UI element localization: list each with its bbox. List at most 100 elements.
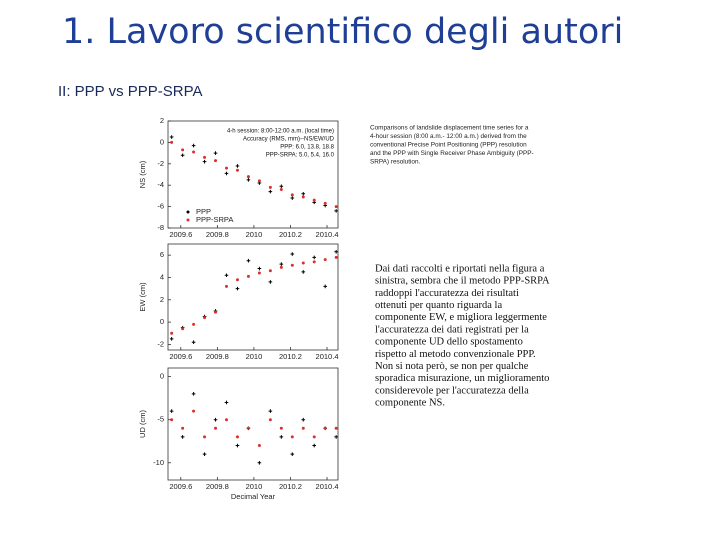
data-point: [224, 400, 229, 405]
data-point: [290, 193, 294, 197]
data-point: [334, 255, 338, 259]
data-point: [279, 184, 284, 189]
data-point: [279, 187, 283, 191]
slide-title: 1. Lavoro scientifico degli autori: [62, 12, 624, 52]
data-point: [169, 409, 174, 413]
comment-text: componente EW, e migliora leggermente: [375, 312, 547, 323]
y-tick-label: -2: [157, 159, 164, 168]
data-point: [301, 426, 305, 430]
data-point: [257, 266, 262, 271]
data-point: [279, 426, 283, 430]
data-point: [257, 444, 261, 448]
comment-text: Non si nota però, se non per qualche: [375, 361, 529, 372]
plot-frame: [167, 243, 339, 351]
data-point: [235, 164, 240, 168]
data-point: [257, 460, 262, 465]
data-point: [235, 278, 239, 282]
data-point: [246, 258, 251, 263]
x-tick-label: 2009.8: [206, 230, 229, 239]
y-tick-label: 2: [160, 295, 164, 304]
data-point: [301, 261, 305, 265]
comment-text: raddoppi l'accuratezza dei risultati: [375, 288, 519, 299]
data-point: [213, 151, 218, 155]
y-tick-label: -6: [157, 202, 164, 211]
x-tick-label: 2010.4: [316, 352, 339, 361]
data-point: [246, 274, 250, 278]
data-point: [290, 452, 295, 456]
y-axis-label: UD (cm): [138, 410, 147, 438]
data-point: [301, 191, 306, 196]
data-point: [202, 452, 207, 456]
data-point: [257, 271, 261, 275]
y-tick-label: -4: [157, 180, 164, 189]
panel-annotation: Accuracy (RMS, mm)--NS/EW/UD: [243, 137, 335, 143]
data-point: [334, 426, 338, 430]
data-point: [246, 175, 250, 179]
data-point: [192, 409, 196, 413]
data-point: [334, 205, 338, 209]
data-point: [312, 443, 317, 448]
data-point: [246, 178, 251, 182]
plot-frame: [167, 120, 339, 229]
data-point: [181, 148, 185, 152]
data-point: [312, 198, 316, 202]
data-point: [170, 331, 174, 335]
data-point: [268, 409, 273, 413]
x-tick-label: 2010: [246, 352, 263, 361]
x-tick-label: 2010: [246, 230, 263, 239]
y-tick-label: 0: [160, 137, 164, 146]
x-tick-label: 2009.6: [169, 482, 192, 491]
data-point: [170, 418, 174, 422]
y-tick-label: 4: [160, 272, 164, 281]
data-point: [279, 262, 284, 266]
data-point: [312, 260, 316, 264]
data-point: [334, 250, 338, 254]
comment-text: sporadica misurazione, un miglioramento: [375, 373, 549, 384]
data-point: [268, 269, 272, 273]
data-point: [170, 140, 174, 144]
slide-subtitle: II: PPP vs PPP-SRPA: [58, 83, 203, 100]
data-point: [224, 284, 228, 288]
y-tick-label: -10: [153, 458, 164, 467]
data-point: [268, 189, 273, 194]
data-point: [192, 150, 196, 154]
data-point: [224, 171, 229, 176]
legend-marker: [186, 210, 190, 214]
legend-marker: [186, 218, 190, 222]
data-point: [235, 286, 240, 291]
x-tick-label: 2010: [246, 482, 263, 491]
legend-label: PPP: [196, 207, 211, 216]
y-tick-label: -5: [157, 415, 164, 424]
panel-annotation: PPP: 6.0, 13.8, 18.8: [280, 145, 334, 151]
comment-text: componente UD dello spostamento: [375, 337, 523, 348]
data-point: [290, 263, 294, 267]
data-point: [180, 435, 185, 439]
y-tick-label: -8: [157, 223, 164, 232]
figure-caption: conventional Precise Point Positioning (…: [370, 141, 527, 148]
data-point: [268, 280, 273, 284]
comment-text: l'accuratezza dei dati registrati per la: [375, 324, 529, 335]
data-point: [181, 327, 185, 331]
x-tick-label: 2009.8: [206, 352, 229, 361]
comment-text: rispetto al metodo convenzionale PPP.: [375, 349, 536, 360]
x-tick-label: 2010.2: [279, 482, 302, 491]
x-tick-label: 2009.6: [169, 230, 192, 239]
data-point: [203, 155, 207, 159]
data-point: [224, 166, 228, 170]
comment-text: sinistra, sembra che il metodo PPP-SRPA: [375, 276, 550, 287]
panel-annotation: 4-h session: 8:00-12:00 a.m. (local time…: [227, 129, 334, 135]
data-point: [214, 426, 218, 430]
figure-caption: 4-hour session (8:00 a.m.- 12:00 a.m.) d…: [370, 133, 527, 140]
data-point: [169, 337, 174, 341]
comment-text: considerevole per l'accuratezza della: [375, 385, 529, 396]
data-point: [312, 435, 316, 439]
data-point: [279, 435, 284, 439]
data-point: [334, 209, 338, 213]
data-point: [192, 322, 196, 326]
y-tick-label: 2: [160, 116, 164, 125]
data-point: [235, 435, 239, 439]
y-tick-label: 6: [160, 250, 164, 259]
x-tick-label: 2010.2: [279, 352, 302, 361]
data-point: [224, 418, 228, 422]
